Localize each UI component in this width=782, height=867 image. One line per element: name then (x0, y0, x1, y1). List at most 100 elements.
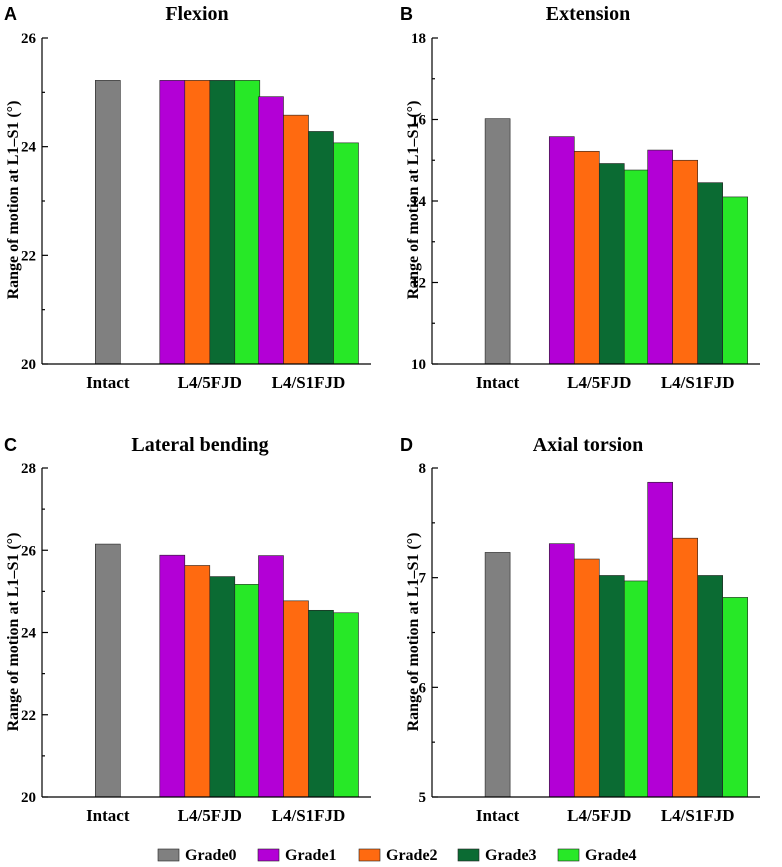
x-tick-label: L4/5FJD (178, 806, 242, 825)
x-tick-label: L4/S1FJD (272, 373, 346, 392)
bar-grade3-l4-5fjd (209, 80, 236, 365)
bar-grade3-l4-s1fjd (697, 182, 723, 365)
y-tick-label: 7 (419, 571, 427, 587)
y-tick-label: 28 (21, 461, 36, 477)
bar-grade1-l4-5fjd (159, 554, 186, 798)
chart-title: Flexion (165, 3, 228, 25)
y-tick-label: 12 (411, 276, 426, 292)
bar-grade3-l4-5fjd (209, 576, 236, 798)
y-tick-label: 18 (411, 31, 426, 47)
y-tick-label: 8 (419, 461, 427, 477)
x-tick-label: Intact (476, 806, 520, 825)
panel-letter: B (400, 4, 413, 24)
y-tick-label: 24 (21, 140, 37, 156)
panel-letter: D (400, 435, 413, 455)
bar-grade3-l4-s1fjd (308, 609, 334, 798)
bar-grade2-l4-5fjd (573, 150, 600, 365)
bar-grade4-l4-5fjd (623, 580, 650, 798)
legend-item-grade0: Grade0 (157, 847, 237, 864)
bars (95, 80, 359, 365)
legend-swatch (257, 848, 280, 862)
legend-label: Grade4 (585, 847, 637, 864)
bar-grade4-l4-5fjd (234, 584, 261, 798)
panels: A Flexion Range of motion at L1–S1 (°) 20 22… (4, 3, 760, 825)
y-axis-label: Range of motion at L1–S1 (°) (405, 101, 422, 300)
chart-title: Lateral bending (131, 434, 268, 456)
x-tick-label: L4/5FJD (567, 806, 631, 825)
bar-grade2-l4-s1fjd (672, 159, 698, 365)
x-tick-label: Intact (86, 806, 130, 825)
bar-grade3-l4-5fjd (598, 163, 625, 365)
chart-panel-a: A Flexion Range of motion at L1–S1 (°) 20 22… (4, 3, 371, 392)
legend-swatch (557, 848, 580, 862)
x-tick-label: L4/S1FJD (661, 806, 735, 825)
bar-grade0-intact (95, 80, 121, 365)
y-tick-label: 5 (419, 790, 427, 806)
y-tick-label: 10 (411, 357, 426, 373)
bar-grade1-l4-5fjd (548, 136, 575, 365)
bar-grade2-l4-5fjd (184, 80, 211, 365)
y-axis-label: Range of motion at L1–S1 (°) (5, 101, 22, 300)
y-axis-label: Range of motion at L1–S1 (°) (5, 533, 22, 732)
bar-grade3-l4-s1fjd (697, 575, 723, 798)
y-tick-label: 26 (21, 31, 37, 47)
bar-grade1-l4-s1fjd (258, 555, 284, 798)
chart-title: Extension (546, 3, 630, 25)
x-tick-label: L4/5FJD (567, 373, 631, 392)
y-tick-label: 14 (411, 194, 427, 210)
bar-grade2-l4-s1fjd (283, 114, 309, 365)
bars (484, 118, 748, 365)
y-tick-label: 20 (21, 357, 36, 373)
bar-grade4-l4-s1fjd (722, 196, 748, 365)
bar-grade1-l4-5fjd (159, 80, 186, 365)
chart-panel-b: B Extension Range of motion at L1–S1 (°) 10… (400, 3, 760, 392)
x-tick-label: Intact (476, 373, 520, 392)
chart-panel-d: D Axial torsion Range of motion at L1–S1 (… (400, 434, 760, 825)
y-tick-label: 22 (21, 248, 36, 264)
bar-grade4-l4-s1fjd (722, 597, 748, 798)
bar-grade1-l4-s1fjd (258, 96, 284, 365)
bar-grade3-l4-5fjd (598, 575, 625, 798)
y-tick-label: 6 (419, 680, 427, 696)
y-tick-label: 22 (21, 708, 36, 724)
bar-grade1-l4-s1fjd (647, 149, 673, 365)
x-tick-label: L4/S1FJD (272, 806, 346, 825)
legend-label: Grade0 (185, 847, 237, 864)
legend-label: Grade3 (485, 847, 537, 864)
bar-grade3-l4-s1fjd (308, 131, 334, 365)
x-tick-label: L4/S1FJD (661, 373, 735, 392)
bar-grade2-l4-5fjd (184, 565, 211, 798)
chart-title: Axial torsion (533, 434, 644, 456)
bars (95, 543, 359, 798)
x-tick-label: L4/5FJD (178, 373, 242, 392)
bar-grade2-l4-s1fjd (672, 537, 698, 798)
bar-grade0-intact (484, 118, 511, 365)
bar-grade0-intact (484, 552, 511, 798)
legend-swatch (358, 848, 381, 862)
x-tick-label: Intact (86, 373, 130, 392)
bar-grade2-l4-5fjd (573, 558, 600, 798)
legend-label: Grade2 (386, 847, 438, 864)
bar-grade1-l4-s1fjd (647, 481, 673, 798)
panel-letter: A (4, 4, 17, 24)
bar-grade4-l4-5fjd (623, 169, 650, 365)
bar-grade4-l4-s1fjd (333, 612, 359, 798)
legend-label: Grade1 (285, 847, 337, 864)
legend: Grade0 Grade1 Grade2 Grade3 Grade4 (157, 847, 637, 864)
bar-grade2-l4-s1fjd (283, 600, 309, 798)
legend-swatch (157, 848, 180, 862)
y-tick-label: 20 (21, 790, 36, 806)
panel-letter: C (4, 435, 17, 455)
chart-panel-c: C Lateral bending Range of motion at L1–S1… (4, 434, 371, 825)
legend-item-grade2: Grade2 (358, 847, 438, 864)
legend-swatch (457, 848, 480, 862)
bar-grade4-l4-5fjd (234, 80, 261, 365)
legend-item-grade3: Grade3 (457, 847, 537, 864)
y-tick-label: 24 (21, 626, 37, 642)
legend-item-grade1: Grade1 (257, 847, 337, 864)
bar-grade1-l4-5fjd (548, 543, 575, 798)
y-tick-label: 16 (411, 113, 427, 129)
bar-grade0-intact (95, 543, 121, 798)
bars (484, 481, 748, 798)
